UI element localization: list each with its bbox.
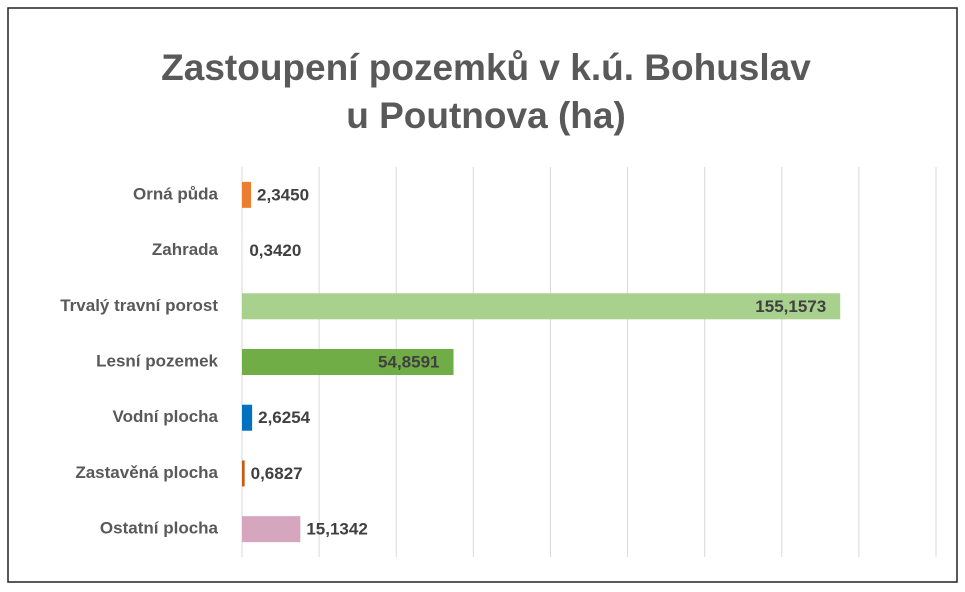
data-label: 54,8591 [378, 352, 439, 371]
data-label: 155,1573 [755, 297, 826, 316]
bar [242, 349, 454, 375]
data-label: 2,6254 [258, 408, 311, 427]
data-label: 15,1342 [306, 520, 367, 539]
y-tick-label: Orná půda [133, 184, 219, 203]
chart-title: Zastoupení pozemků v k.ú. Bohuslav [161, 47, 811, 88]
bar [242, 237, 244, 264]
data-label: 0,6827 [251, 464, 303, 483]
y-tick-label: Vodní plocha [113, 407, 219, 426]
y-tick-label: Zastavěná plocha [75, 463, 218, 482]
chart-title: u Poutnova (ha) [346, 95, 626, 136]
y-tick-label: Ostatní plocha [100, 519, 219, 538]
data-label: 0,3420 [249, 241, 301, 260]
y-tick-label: Zahrada [152, 240, 219, 259]
y-tick-label: Trvalý travní porost [60, 296, 218, 315]
bar [242, 460, 245, 487]
data-label: 2,3450 [257, 185, 309, 204]
y-tick-label: Lesní pozemek [96, 351, 218, 370]
bar [242, 181, 252, 208]
bar [242, 293, 841, 320]
bar [242, 516, 301, 543]
bar [242, 404, 253, 431]
